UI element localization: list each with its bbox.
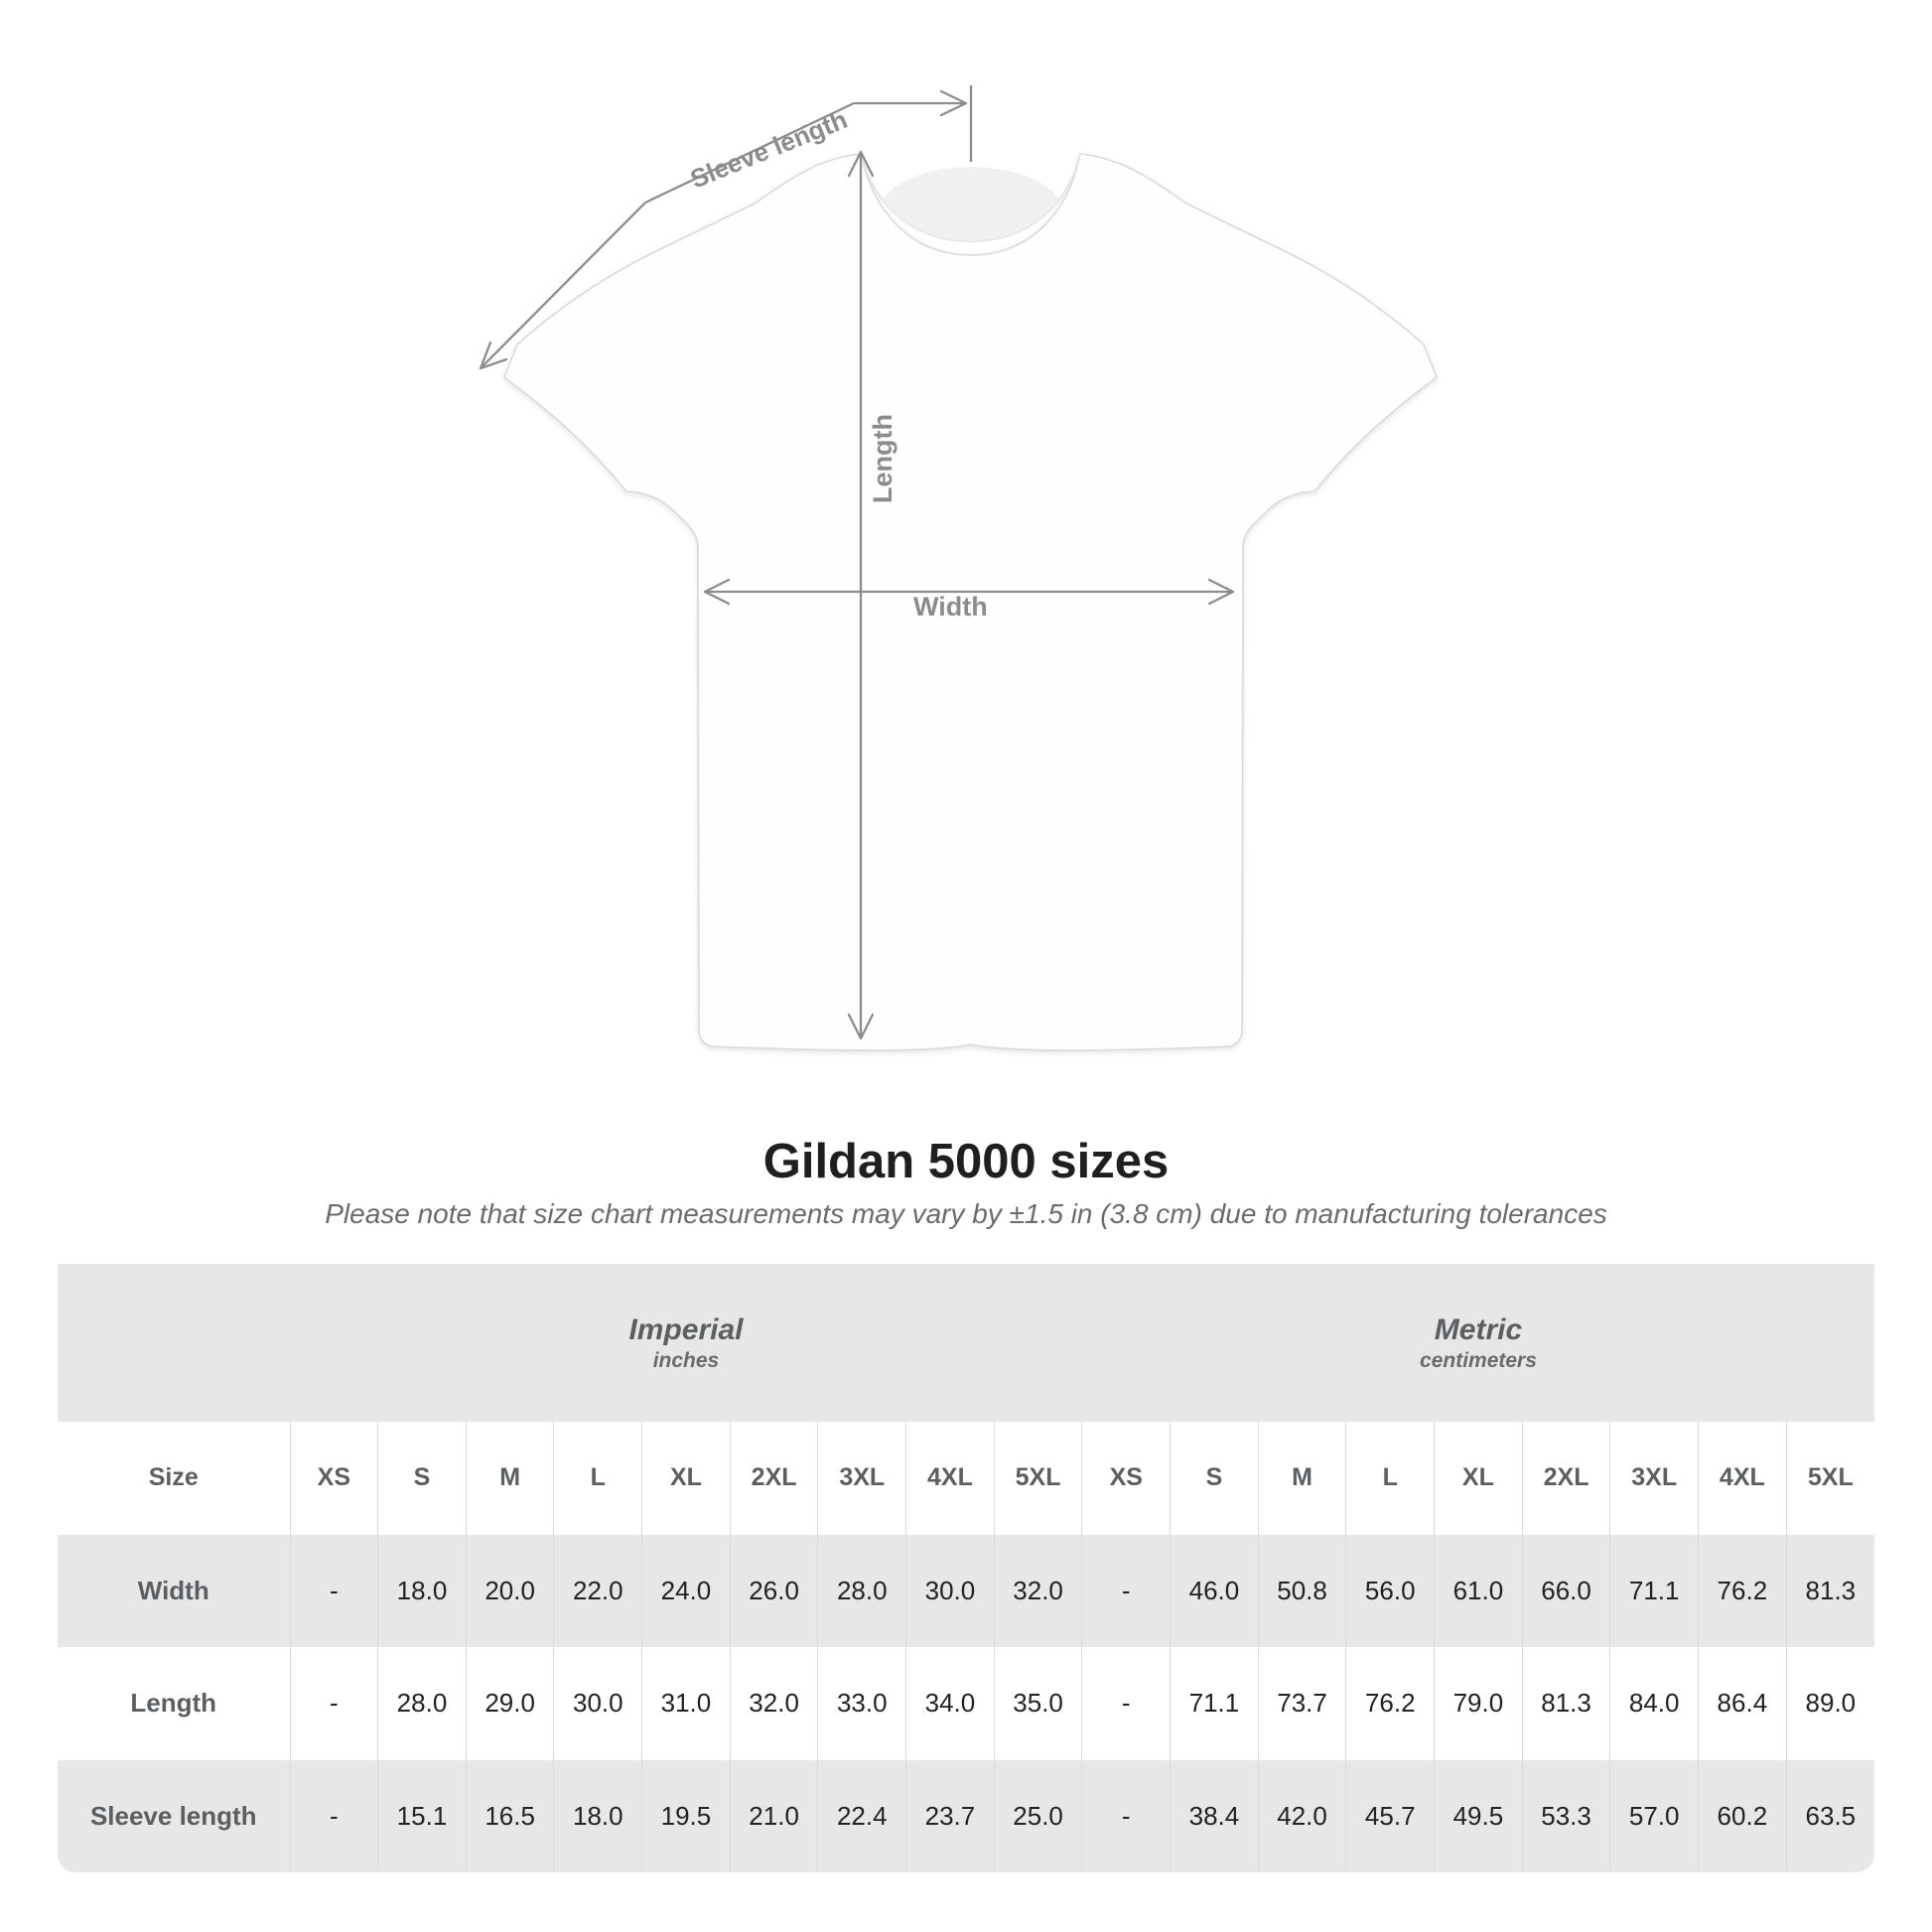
svg-text:Width: Width (913, 592, 988, 621)
svg-text:Length: Length (868, 414, 897, 503)
